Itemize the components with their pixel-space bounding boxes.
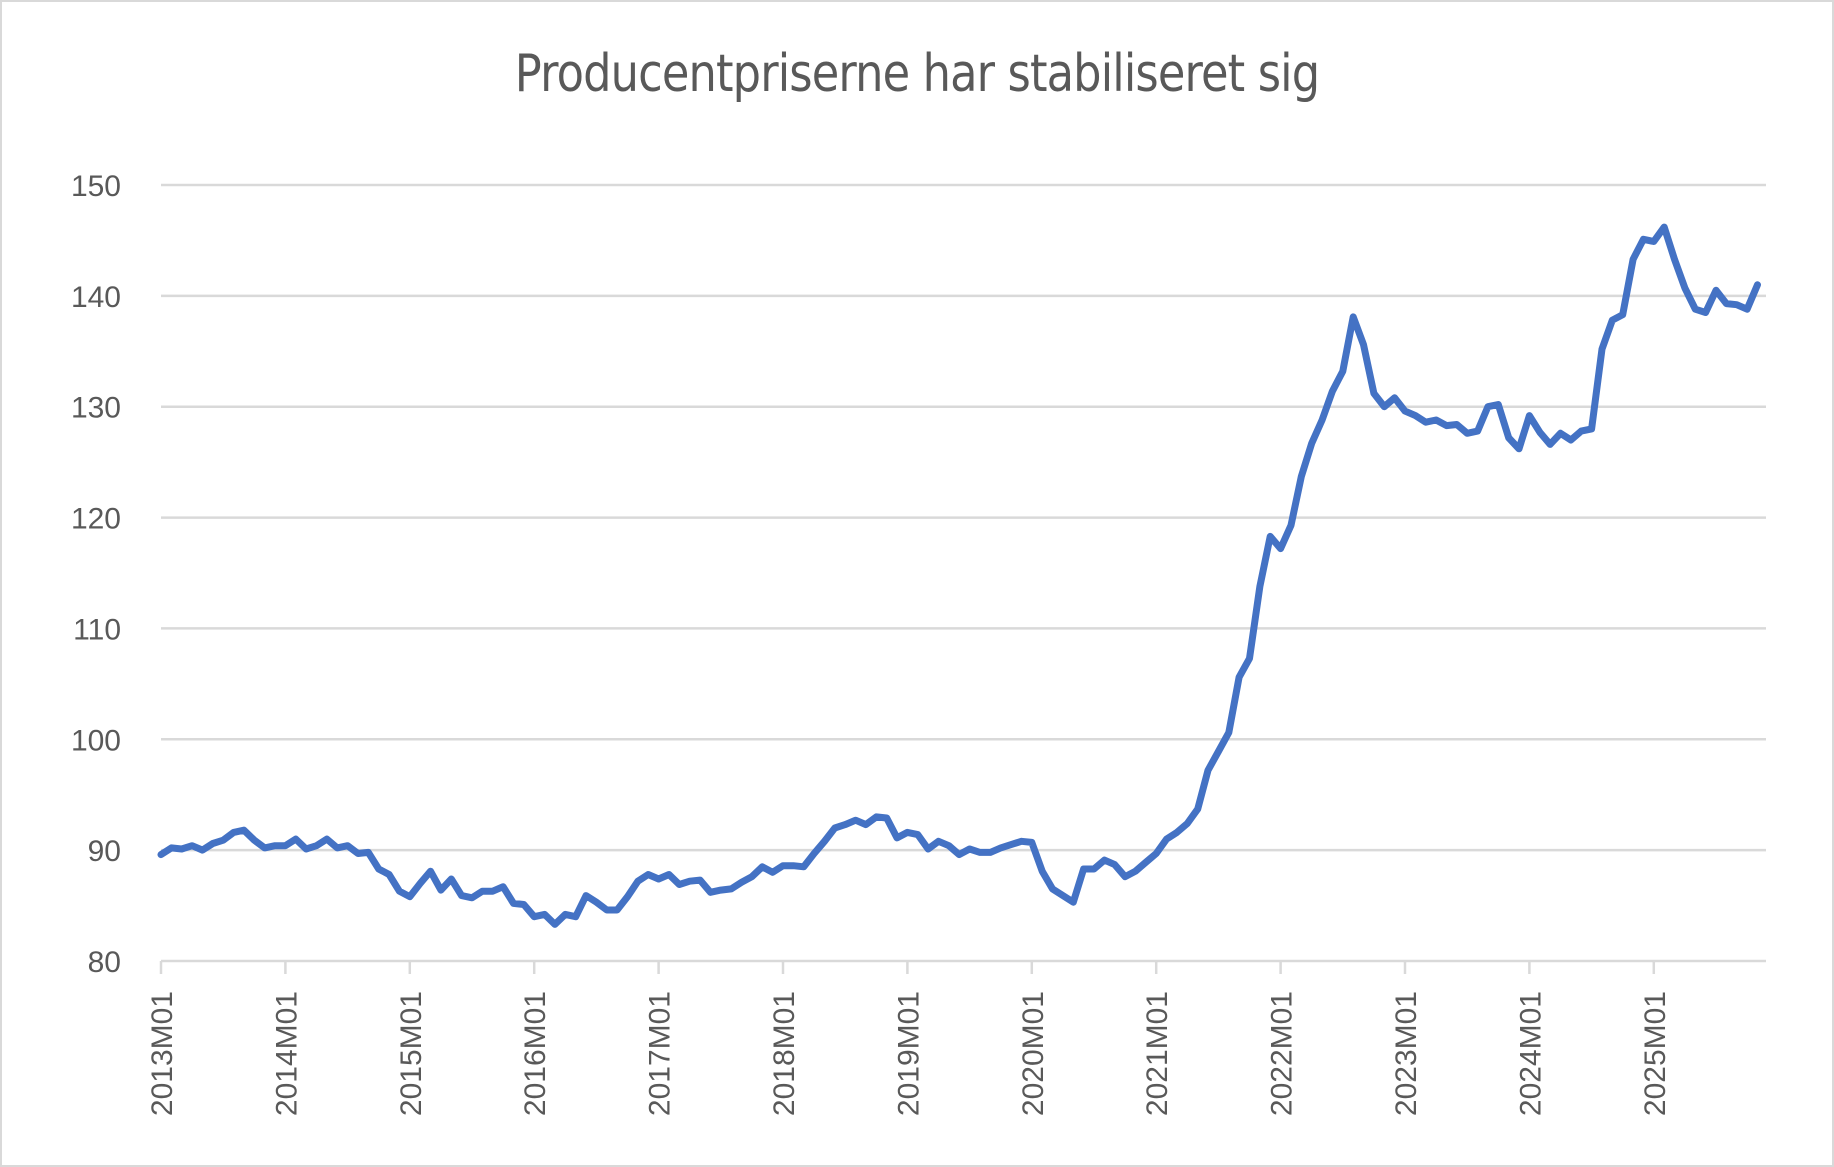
x-axis xyxy=(159,959,1766,974)
x-tick-label: 2015M01 xyxy=(395,991,428,1116)
x-tick-label: 2016M01 xyxy=(519,991,552,1116)
x-tick-label: 2017M01 xyxy=(644,991,677,1116)
x-tick-label: 2020M01 xyxy=(1017,991,1050,1116)
x-tick-label: 2019M01 xyxy=(892,991,925,1116)
y-axis-labels: 80 90 100 110 120 130 140 150 xyxy=(71,170,121,979)
y-tick-label: 120 xyxy=(71,503,121,536)
x-axis-labels: 2013M01 2014M01 2015M01 2016M01 2017M01 2018M… xyxy=(146,991,1672,1116)
gridlines xyxy=(161,183,1766,852)
chart-title: Producentpriserne har stabiliseret sig xyxy=(514,44,1320,104)
x-tick-label: 2013M01 xyxy=(146,991,179,1116)
y-tick-label: 110 xyxy=(73,613,121,646)
y-tick-label: 130 xyxy=(71,392,121,425)
series-line xyxy=(157,223,1761,928)
y-tick-label: 80 xyxy=(88,946,121,979)
y-tick-label: 150 xyxy=(71,170,121,203)
x-tick-label: 2018M01 xyxy=(768,991,801,1116)
x-tick-label: 2024M01 xyxy=(1514,991,1547,1116)
x-tick-label: 2021M01 xyxy=(1141,991,1174,1116)
x-tick-label: 2023M01 xyxy=(1390,991,1423,1116)
x-tick-label: 2022M01 xyxy=(1266,991,1299,1116)
x-tick-label: 2014M01 xyxy=(270,991,303,1116)
x-tick-label: 2025M01 xyxy=(1639,991,1672,1116)
y-tick-label: 100 xyxy=(71,724,121,757)
y-tick-label: 140 xyxy=(71,281,121,314)
y-tick-label: 90 xyxy=(88,835,121,868)
